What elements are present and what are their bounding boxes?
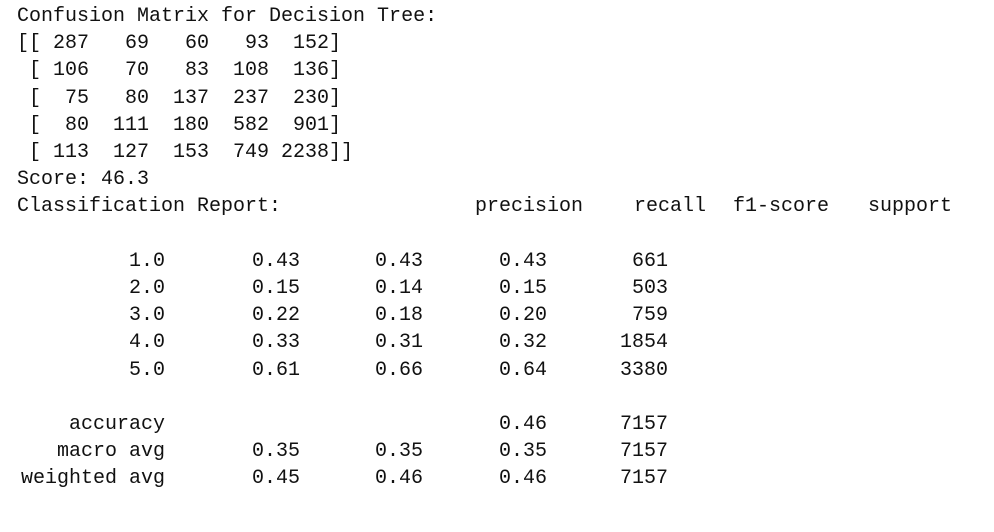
- report-cell: 0.43: [498, 249, 547, 273]
- matrix-row: [ 106 70 83 108 136]: [17, 59, 342, 83]
- row-label: accuracy: [68, 413, 165, 436]
- report-cell: 0.35: [374, 440, 423, 464]
- report-cell: 0.46: [374, 467, 423, 491]
- report-header: recall: [633, 195, 706, 219]
- report-cell: 0.32: [498, 331, 547, 355]
- matrix-row: [ 113 127 153 749 2238]]: [17, 141, 354, 164]
- report-title: Classification Report:: [17, 195, 282, 219]
- report-cell: 0.18: [374, 304, 423, 328]
- report-cell: 0.14: [374, 277, 423, 300]
- report-header: f1-score: [732, 195, 829, 219]
- report-cell: 0.43: [374, 249, 423, 273]
- row-label: 4.0: [128, 331, 165, 355]
- report-header: precision: [474, 195, 583, 219]
- row-label: 3.0: [128, 304, 165, 328]
- report-cell: 0.15: [498, 277, 547, 300]
- matrix-row: [[ 287 69 60 93 152]: [17, 32, 342, 56]
- report-header: support: [867, 195, 952, 219]
- report-cell: 0.66: [374, 358, 423, 382]
- report-cell: 0.15: [251, 277, 300, 300]
- report-cell: 0.61: [251, 358, 300, 382]
- report-cell: 759: [631, 304, 668, 328]
- row-label: 5.0: [128, 358, 165, 382]
- row-label: 1.0: [128, 249, 165, 273]
- report-cell: 503: [631, 277, 668, 300]
- row-label: weighted avg: [20, 467, 165, 491]
- score: Score: 46.3: [17, 168, 150, 192]
- report-cell: 0.33: [251, 331, 300, 355]
- report-cell: 0.22: [251, 304, 300, 328]
- matrix-row: [ 80 111 180 582 901]: [17, 113, 342, 137]
- report-cell: 7157: [619, 413, 668, 436]
- report-cell: 0.20: [498, 304, 547, 328]
- report-cell: 0.46: [498, 413, 547, 436]
- matrix-row: [ 75 80 137 237 230]: [17, 86, 342, 110]
- row-label: macro avg: [56, 440, 165, 464]
- report-cell: 0.45: [251, 467, 300, 491]
- report-cell: 7157: [619, 467, 668, 491]
- report-cell: 0.64: [498, 358, 547, 382]
- report-cell: 661: [631, 249, 668, 273]
- report-cell: 0.31: [374, 331, 423, 355]
- report-cell: 7157: [619, 440, 668, 464]
- report-cell: 0.43: [251, 249, 300, 273]
- report-cell: 0.35: [498, 440, 547, 464]
- report-cell: 0.35: [251, 440, 300, 464]
- report-cell: 3380: [619, 358, 668, 382]
- title: Confusion Matrix for Decision Tree:: [17, 5, 438, 28]
- report-cell: 0.46: [498, 467, 547, 491]
- row-label: 2.0: [128, 277, 165, 300]
- report-cell: 1854: [619, 331, 668, 355]
